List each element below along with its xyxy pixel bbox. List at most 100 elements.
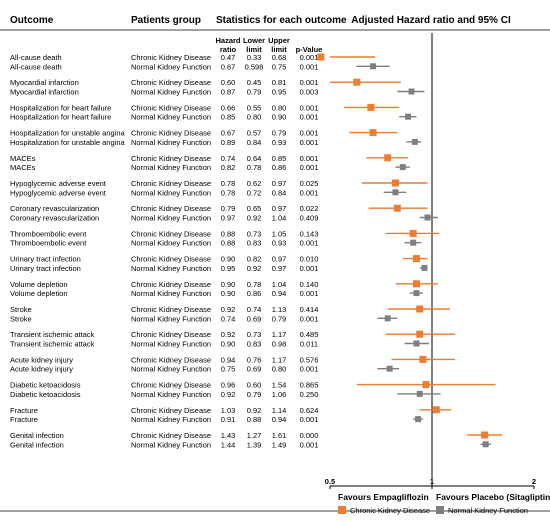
hr-point-nkf [415,416,422,423]
row-group-label: Chronic Kidney Disease [131,53,211,62]
row-p-value: 0.001 [300,103,319,112]
statistics-table: All-cause death Chronic Kidney Disease 0.4… [10,53,318,449]
row-group-label: Normal Kidney Function [131,214,211,223]
row-upper-limit: 0.94 [272,415,287,424]
x-tick-label: 2 [532,477,536,486]
row-hazard-ratio: 0.67 [221,129,236,138]
row-p-value: 0.001 [300,62,319,71]
row-lower-limit: 0.73 [247,330,262,339]
row-lower-limit: 0.33 [247,53,262,62]
row-outcome-label: Coronary revascularization [10,204,99,213]
row-hazard-ratio: 0.74 [221,314,236,323]
row-outcome-label: Genital infection [10,440,64,449]
row-outcome-label: Coronary revascularization [10,214,99,223]
row-lower-limit: 0.78 [247,163,262,172]
row-group-label: Chronic Kidney Disease [131,355,211,364]
row-lower-limit: 0.84 [247,138,262,147]
row-upper-limit: 0.97 [272,179,287,188]
row-lower-limit: 0.79 [247,390,262,399]
row-hazard-ratio: 0.96 [221,381,236,390]
row-lower-limit: 0.72 [247,188,262,197]
row-lower-limit: 0.57 [247,129,262,138]
row-p-value: 0.001 [300,138,319,147]
row-hazard-ratio: 0.90 [221,255,236,264]
row-hazard-ratio: 0.82 [221,163,236,172]
row-p-value: 0.001 [300,129,319,138]
hr-point-ckd [317,53,325,61]
row-hazard-ratio: 0.91 [221,415,236,424]
row-group-label: Normal Kidney Function [131,88,211,97]
row-outcome-label: MACEs [10,163,36,172]
row-p-value: 0.409 [300,214,319,223]
row-outcome-label: Myocardial infarction [10,88,79,97]
row-outcome-label: Hospitalization for unstable angina [10,129,125,138]
row-upper-limit: 0.97 [272,255,287,264]
legend-swatch-nkf [436,506,444,514]
row-outcome-label: Volume depletion [10,280,68,289]
row-lower-limit: 0.69 [247,314,262,323]
row-upper-limit: 0.85 [272,154,287,163]
subheader-hazard-ratio-1: Hazard [215,36,240,45]
row-upper-limit: 1.17 [272,330,287,339]
row-p-value: 0.001 [300,78,319,87]
row-outcome-label: Diabetic ketoacidosis [10,390,81,399]
row-lower-limit: 0.62 [247,179,262,188]
row-lower-limit: 0.92 [247,214,262,223]
row-group-label: Normal Kidney Function [131,239,211,248]
row-outcome-label: Hypoglycemic adverse event [10,188,107,197]
row-hazard-ratio: 0.95 [221,264,236,273]
row-group-label: Normal Kidney Function [131,390,211,399]
row-p-value: 0.001 [300,154,319,163]
row-p-value: 0.250 [300,390,319,399]
row-upper-limit: 1.13 [272,305,287,314]
row-hazard-ratio: 0.79 [221,204,236,213]
row-upper-limit: 0.94 [272,289,287,298]
row-outcome-label: Acute kidney injury [10,355,73,364]
row-p-value: 0.001 [300,53,319,62]
row-outcome-label: Acute kidney injury [10,365,73,374]
row-hazard-ratio: 0.47 [221,53,236,62]
hr-point-ckd [369,129,377,137]
row-upper-limit: 1.14 [272,406,287,415]
row-lower-limit: 0.74 [247,305,262,314]
chart-marks [317,53,503,448]
row-p-value: 0.140 [300,280,319,289]
row-outcome-label: Hypoglycemic adverse event [10,179,107,188]
row-p-value: 0.001 [300,415,319,424]
row-outcome-label: Urinary tract infection [10,255,81,264]
row-upper-limit: 1.05 [272,229,287,238]
row-upper-limit: 0.84 [272,188,287,197]
row-group-label: Normal Kidney Function [131,113,211,122]
row-p-value: 0.624 [300,406,319,415]
row-upper-limit: 1.17 [272,355,287,364]
row-group-label: Chronic Kidney Disease [131,179,211,188]
row-lower-limit: 0.86 [247,289,262,298]
row-upper-limit: 0.79 [272,129,287,138]
row-lower-limit: 0.78 [247,280,262,289]
subheader-lower-limit-2: limit [246,45,262,54]
row-group-label: Chronic Kidney Disease [131,103,211,112]
row-hazard-ratio: 0.89 [221,138,236,147]
row-p-value: 0.414 [300,305,319,314]
row-lower-limit: 0.45 [247,78,262,87]
subheader-hazard-ratio-2: ratio [220,45,237,54]
legend-label-nkf: Normal Kidney Function [448,506,528,515]
legend: Chronic Kidney Disease Normal Kidney Fun… [338,506,528,515]
hr-point-ckd [432,406,440,414]
row-hazard-ratio: 0.92 [221,305,236,314]
row-lower-limit: 0.69 [247,365,262,374]
hr-point-ckd [416,305,424,313]
row-group-label: Chronic Kidney Disease [131,154,211,163]
hr-point-ckd [393,204,401,212]
hr-point-nkf [384,315,391,322]
row-hazard-ratio: 0.67 [221,62,236,71]
row-lower-limit: 0.598 [245,62,264,71]
hr-point-nkf [408,88,415,95]
row-hazard-ratio: 1.03 [221,406,236,415]
row-lower-limit: 0.92 [247,264,262,273]
row-group-label: Normal Kidney Function [131,138,211,147]
row-outcome-label: Hospitalization for heart failure [10,103,111,112]
row-upper-limit: 0.95 [272,88,287,97]
row-p-value: 0.143 [300,229,319,238]
subheader-lower-limit-1: Lower [243,36,265,45]
